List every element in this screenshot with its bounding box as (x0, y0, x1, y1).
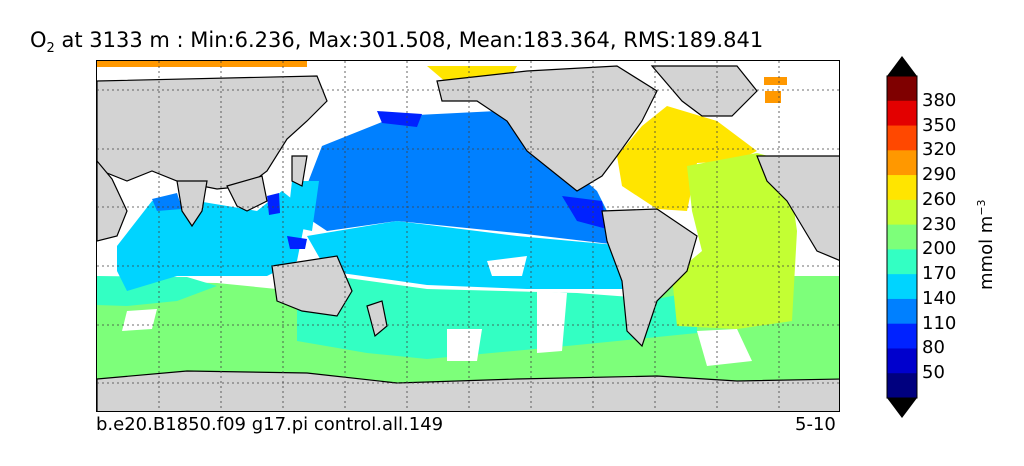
land-north-america (436, 65, 658, 192)
colorbar-tick-label: 380 (922, 89, 957, 111)
land-africa (97, 160, 128, 242)
colorbar-tick-label: 200 (922, 238, 957, 260)
colorbar-tick-label: 50 (922, 362, 945, 384)
field-290-labrador (764, 77, 787, 85)
field-230-atlantic (672, 153, 797, 329)
title-species-subscript: 2 (46, 41, 55, 57)
field-260-north-atlantic (617, 106, 757, 211)
field-80-east-pacific (562, 196, 607, 229)
colorbar-tick-label: 230 (922, 213, 957, 235)
colorbar-swatch (887, 373, 917, 399)
field-80-sea-of-japan (267, 193, 280, 215)
land-se-asia (226, 175, 268, 212)
land-japan (291, 155, 308, 187)
field-80-indonesia (287, 236, 307, 249)
plot-title: O2 at 3133 m : Min:6.236, Max:301.508, M… (30, 28, 763, 56)
colorbar-extend-max (887, 56, 917, 76)
title-species: O (30, 28, 47, 52)
colorbar-swatch (887, 224, 917, 250)
colorbar-swatch (887, 348, 917, 374)
colorbar-tick-label: 320 (922, 139, 957, 161)
field-290-arctic (97, 61, 307, 67)
land-masses (97, 65, 839, 411)
colorbar-swatch (887, 150, 917, 176)
colorbar-unit-exponent: −3 (975, 199, 988, 216)
colorbar-swatch (887, 199, 917, 226)
colorbar-swatch (887, 249, 917, 275)
land-new-zealand (366, 300, 388, 338)
title-stats: at 3133 m : Min:6.236, Max:301.508, Mean… (54, 28, 764, 52)
missing-patch-5 (697, 329, 752, 366)
colorbar-swatch (887, 125, 917, 151)
map-panel (96, 60, 840, 412)
colorbar-swatch (887, 274, 917, 300)
colorbar-tick-label: 350 (922, 114, 957, 136)
land-greenland (650, 65, 758, 117)
field-80-bering (377, 111, 422, 127)
colorbar-swatch (887, 76, 917, 102)
land-australia (271, 255, 353, 317)
colorbar-tick-label: 110 (922, 312, 957, 334)
field-170-southern-band (297, 271, 697, 359)
colorbar-unit-text: mmol m (976, 215, 997, 290)
land-south-america (601, 208, 698, 348)
colorbar-unit-label: mmol m−3 (975, 199, 997, 290)
missing-patch-1 (122, 309, 157, 331)
field-140-west-pacific (287, 181, 319, 231)
missing-patch-4 (447, 329, 482, 361)
missing-data (122, 256, 752, 366)
field-110-north-pacific (297, 111, 627, 246)
land-india (176, 180, 208, 228)
field-290-greenland-sea (765, 91, 781, 103)
field-110-arabian (152, 193, 182, 211)
case-name-label: b.e20.B1850.f09 g17.pi control.all.149 (96, 414, 444, 435)
colorbar-swatch (887, 175, 917, 201)
gridlines (97, 61, 839, 411)
colorbar-tick-label: 290 (922, 164, 957, 186)
colorbar-swatch (887, 298, 917, 325)
field-140-pacific-south (307, 221, 632, 289)
date-label: 5-10 (795, 414, 836, 435)
colorbar-extend-min (887, 398, 917, 418)
colorbar (886, 56, 918, 418)
missing-patch-3 (537, 291, 567, 353)
colorbar-swatch (887, 100, 917, 127)
colorbar-tick-label: 260 (922, 188, 957, 210)
oxygen-map (97, 61, 839, 411)
colorbar-tick-label: 140 (922, 287, 957, 309)
field-140-indian (117, 191, 307, 291)
colorbar-swatch (887, 323, 917, 349)
land-antarctica (97, 370, 839, 411)
land-africa-east (756, 155, 839, 261)
colorbar-tick-label: 80 (922, 337, 945, 359)
colorbar-tick-label: 170 (922, 263, 957, 285)
